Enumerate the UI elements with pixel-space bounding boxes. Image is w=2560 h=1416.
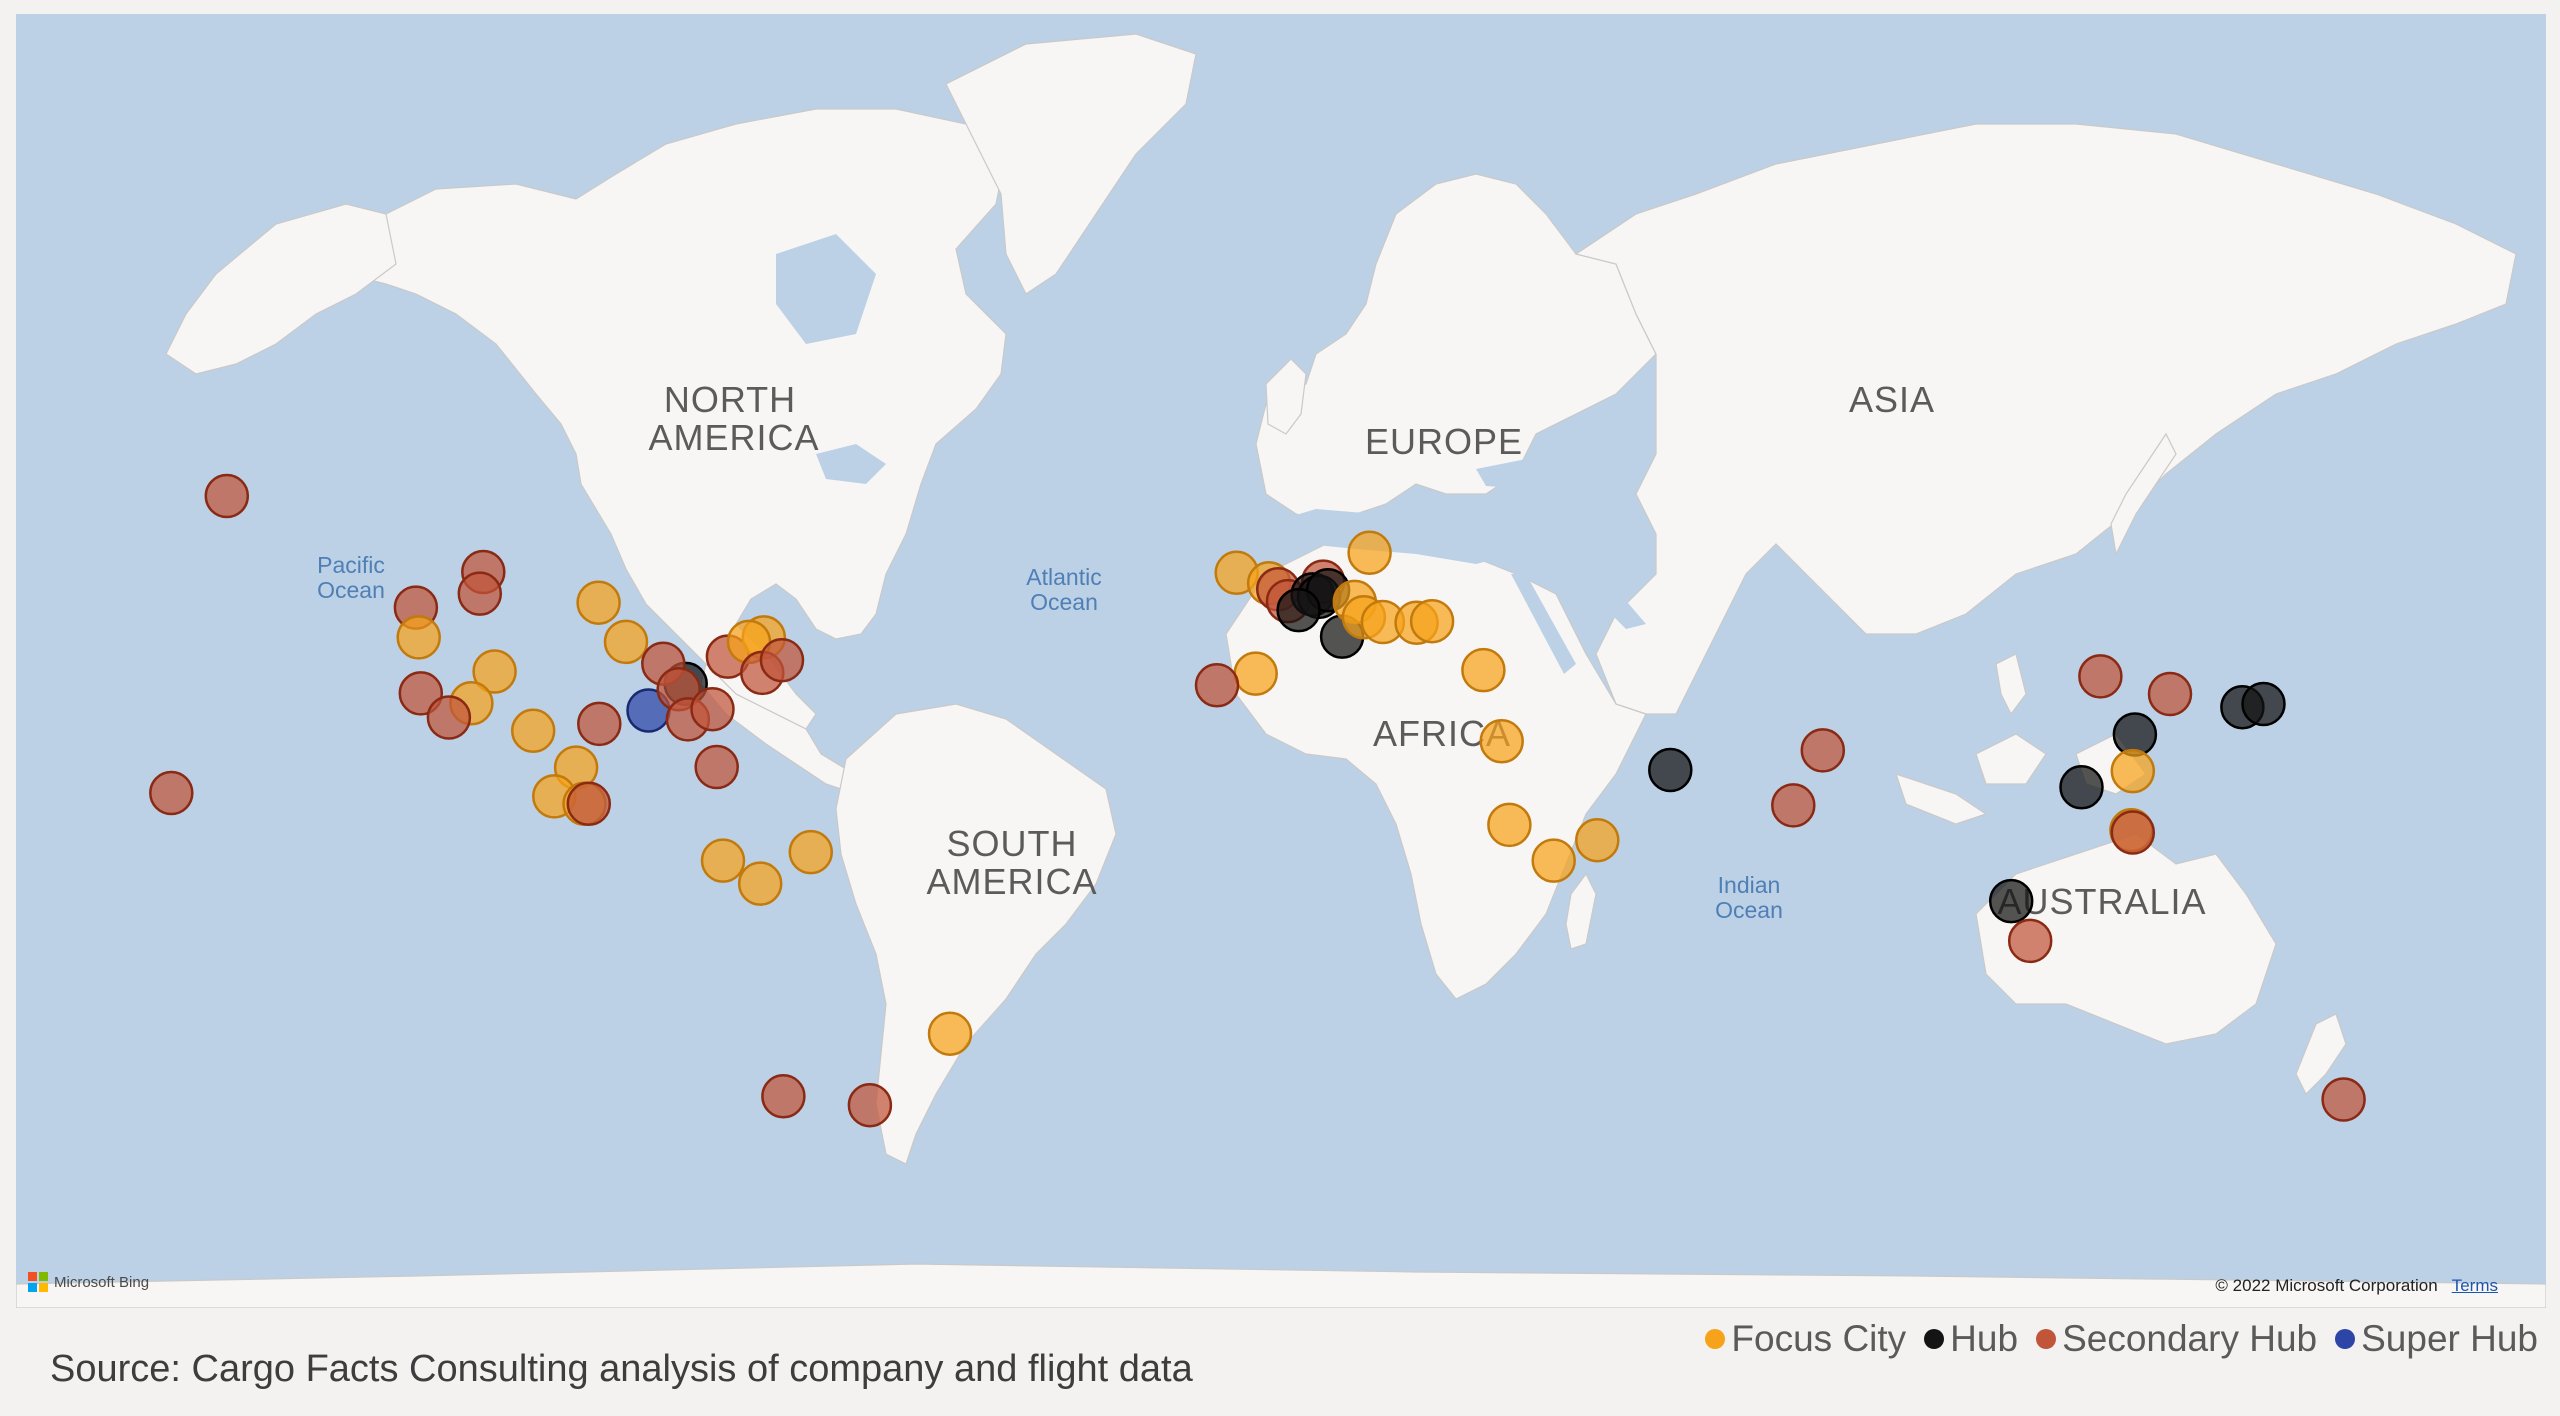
bing-attribution-text: Microsoft Bing [54, 1273, 150, 1291]
japan-landmass [2110, 432, 2177, 556]
secondary-hub-marker[interactable] [694, 744, 739, 790]
hub-marker[interactable] [2241, 681, 2286, 727]
focus-city-marker[interactable] [700, 838, 746, 883]
secondary-hub-marker[interactable] [2321, 1077, 2366, 1122]
secondary-hub-marker[interactable] [761, 1074, 806, 1119]
focus-city-marker[interactable] [603, 619, 649, 665]
legend-item-secondary-hub[interactable]: Secondary Hub [2036, 1318, 2317, 1360]
label-asia: ASIA [1849, 379, 1935, 420]
secondary-hub-marker[interactable] [2007, 918, 2053, 964]
map-copyright: © 2022 Microsoft Corporation Terms [2215, 1276, 2498, 1296]
legend-dot-icon [1924, 1329, 1945, 1349]
caspian-sea [1594, 459, 1621, 534]
focus-city-marker[interactable] [1233, 651, 1278, 696]
focus-city-marker[interactable] [1409, 598, 1455, 644]
legend-dot-icon [1705, 1329, 1726, 1349]
hudson-bay [776, 234, 876, 344]
map-viewport[interactable]: NORTH AMERICA SOUTH AMERICA EUROPE AFRIC… [16, 14, 2546, 1308]
british-isles-landmass [1265, 358, 1307, 435]
legend-label: Hub [1950, 1318, 2019, 1359]
black-sea [1476, 459, 1556, 489]
label-north-america-2: AMERICA [648, 417, 819, 458]
focus-city-marker[interactable] [1479, 719, 1524, 764]
legend-item-hub[interactable]: Hub [1924, 1318, 2018, 1360]
focus-city-marker[interactable] [788, 829, 834, 875]
bing-attribution: Microsoft Bing [28, 1272, 149, 1292]
focus-city-marker[interactable] [927, 1011, 973, 1056]
secondary-hub-marker[interactable] [457, 571, 503, 616]
legend-dot-icon [2036, 1329, 2057, 1349]
secondary-hub-marker[interactable] [1194, 663, 1240, 708]
legend-label: Focus City [1731, 1318, 1907, 1359]
focus-city-marker[interactable] [2110, 748, 2156, 794]
world-map: NORTH AMERICA SOUTH AMERICA EUROPE AFRIC… [16, 33, 2546, 1308]
legend-dot-icon [2335, 1329, 2356, 1349]
label-south-america-2: AMERICA [926, 861, 1097, 902]
secondary-hub-marker[interactable] [2078, 654, 2123, 699]
secondary-hub-marker[interactable] [2110, 810, 2156, 855]
focus-city-marker[interactable] [737, 861, 783, 906]
alaska-landmass [165, 203, 397, 375]
source-caption: Source: Cargo Facts Consulting analysis … [50, 1348, 1193, 1390]
secondary-hub-marker[interactable] [204, 473, 250, 519]
great-lakes [816, 444, 886, 484]
legend-label: Super Hub [2361, 1318, 2538, 1359]
focus-city-marker[interactable] [576, 580, 621, 625]
legend: Focus City Hub Secondary Hub Super Hub [1705, 1318, 2538, 1360]
label-indian-1: Indian [1718, 872, 1781, 898]
label-atlantic-1: Atlantic [1026, 564, 1101, 590]
secondary-hub-marker[interactable] [1800, 728, 1846, 773]
focus-city-marker[interactable] [1575, 817, 1620, 863]
new-zealand-landmass [2295, 1013, 2347, 1096]
secondary-hub-marker[interactable] [690, 686, 735, 732]
focus-city-marker[interactable] [1531, 838, 1576, 883]
southeast-asia-islands [1895, 653, 2147, 825]
madagascar-landmass [1565, 872, 1597, 950]
antarctica-landmass [16, 1263, 2546, 1308]
mediterranean-sea [1266, 509, 1516, 564]
red-sea [1511, 574, 1576, 674]
landmasses [16, 33, 2546, 1308]
microsoft-logo-icon [28, 1272, 48, 1292]
focus-city-marker[interactable] [1461, 647, 1506, 693]
secondary-hub-marker[interactable] [566, 781, 612, 827]
label-south-america-1: SOUTH [947, 823, 1078, 864]
focus-city-marker[interactable] [472, 649, 517, 694]
secondary-hub-marker[interactable] [2147, 671, 2193, 717]
legend-label: Secondary Hub [2062, 1318, 2318, 1359]
ocean-labels: Pacific Ocean Atlantic Ocean Indian Ocea… [317, 552, 1783, 923]
australia-landmass [1975, 833, 2277, 1045]
greenland-landmass [945, 33, 1197, 295]
focus-city-marker[interactable] [396, 615, 441, 660]
persian-gulf [1591, 589, 1646, 629]
label-north-america-1: NORTH [664, 379, 796, 420]
copyright-text: © 2022 Microsoft Corporation [2215, 1276, 2438, 1295]
secondary-hub-marker[interactable] [149, 770, 194, 816]
secondary-hub-marker[interactable] [1771, 783, 1816, 828]
focus-city-marker[interactable] [510, 708, 556, 754]
hub-marker[interactable] [1988, 878, 2034, 924]
legend-item-focus-city[interactable]: Focus City [1705, 1318, 1906, 1360]
label-indian-2: Ocean [1715, 897, 1783, 923]
hub-marker[interactable] [1648, 747, 1693, 793]
hub-marker[interactable] [1276, 587, 1321, 633]
hub-marker[interactable] [2059, 765, 2104, 810]
focus-city-marker[interactable] [1347, 530, 1392, 576]
secondary-hub-marker[interactable] [426, 695, 472, 740]
south-america-landmass [835, 703, 1117, 1165]
label-pacific-2: Ocean [317, 577, 385, 603]
label-pacific-1: Pacific [317, 552, 385, 578]
asia-landmass [1574, 123, 2517, 715]
terms-link[interactable]: Terms [2451, 1276, 2498, 1295]
secondary-hub-marker[interactable] [577, 701, 622, 747]
location-markers [149, 473, 2366, 1128]
label-europe: EUROPE [1365, 421, 1523, 462]
bay-of-bengal [1776, 614, 1836, 704]
label-atlantic-2: Ocean [1030, 589, 1098, 615]
secondary-hub-marker[interactable] [759, 637, 805, 683]
legend-item-super-hub[interactable]: Super Hub [2335, 1318, 2538, 1360]
focus-city-marker[interactable] [1487, 802, 1532, 848]
secondary-hub-marker[interactable] [847, 1082, 893, 1128]
